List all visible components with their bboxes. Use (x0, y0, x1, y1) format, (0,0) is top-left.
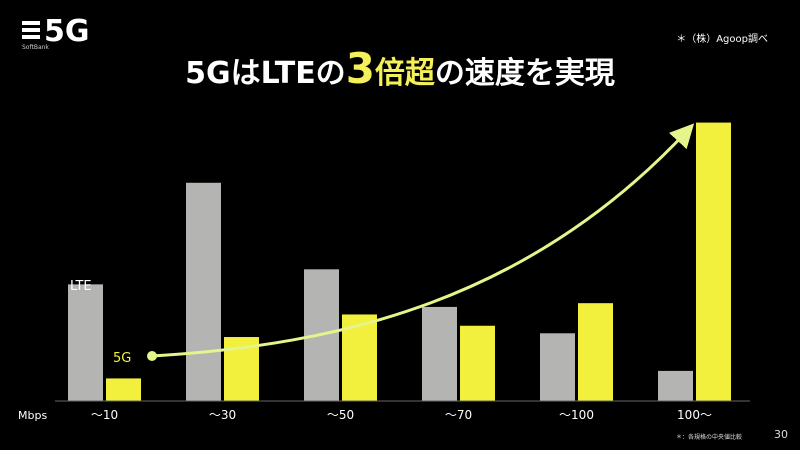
page-number: 30 (774, 428, 788, 441)
x-tick-label: 〜10 (91, 408, 118, 422)
x-tick-label: 〜30 (209, 408, 236, 422)
lte-bar-4 (540, 333, 575, 401)
title-highlight: 倍超 (374, 56, 435, 91)
lte-bar-1 (186, 182, 221, 401)
lte-bar-5 (658, 370, 693, 401)
slide-title: 5GはLTEの3倍超の速度を実現 (0, 44, 800, 93)
x-tick-label: 〜100 (559, 408, 594, 422)
series-label-lte: LTE (70, 279, 92, 294)
5g-bar-0 (106, 378, 141, 401)
x-tick-label: 100〜 (677, 408, 712, 422)
x-tick-label: 〜50 (327, 408, 354, 422)
5g-bar-3 (460, 325, 495, 401)
source-note: ＊（株）Agoop調べ (676, 34, 768, 45)
5g-bar-5 (696, 122, 731, 401)
logo-subtext: SoftBank (22, 44, 49, 51)
5g-bar-4 (578, 303, 613, 401)
series-label-5g: 5G (113, 351, 131, 366)
softbank-5g-logo: 5G SoftBank (22, 14, 112, 58)
trend-arrow-start-dot (147, 351, 157, 361)
title-part1: 5GはLTEの (185, 56, 346, 91)
trend-arrow (151, 123, 695, 358)
lte-bar-3 (422, 306, 457, 401)
title-part2: の速度を実現 (434, 56, 615, 91)
logo-bars-icon (22, 21, 40, 42)
title-number: 3 (345, 44, 375, 93)
x-axis-label: Mbps (18, 409, 47, 422)
footnote: ＊：各規格の中央値比較 (675, 434, 742, 441)
lte-bar-0 (68, 284, 103, 401)
x-tick-label: 〜70 (445, 408, 472, 422)
logo-text: 5G (44, 14, 90, 49)
